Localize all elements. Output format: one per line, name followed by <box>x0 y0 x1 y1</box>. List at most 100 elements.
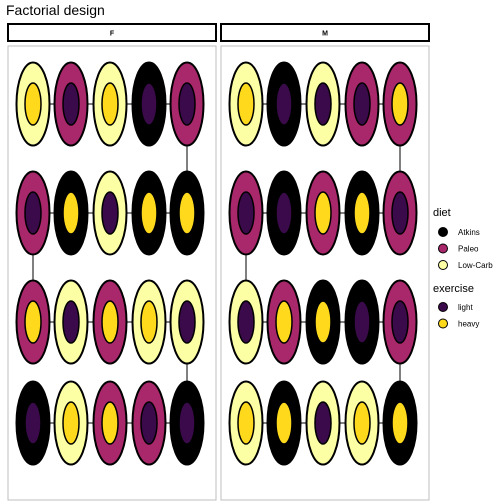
legend-key-atkins <box>438 227 448 237</box>
legend: diet Atkins Paleo Low-Carb exercise light heav… <box>433 207 493 329</box>
unit-M-r3-c3 <box>305 279 341 365</box>
exercise-ellipse <box>178 82 196 126</box>
legend-label-light: light <box>458 303 473 312</box>
unit-M-r2-c5 <box>382 170 418 256</box>
exercise-ellipse <box>353 401 371 445</box>
legend-title-exercise: exercise <box>433 283 474 295</box>
unit-F-r1-c4 <box>131 61 167 147</box>
exercise-ellipse <box>140 401 158 445</box>
unit-M-r3-c2 <box>266 279 302 365</box>
unit-F-r2-c3 <box>92 170 128 256</box>
unit-M-r2-c1 <box>228 170 264 256</box>
panel-M: M <box>220 23 430 501</box>
unit-M-r2-c3 <box>305 170 341 256</box>
unit-F-r2-c1 <box>15 170 51 256</box>
unit-F-r4-c1 <box>15 380 51 466</box>
strip-F <box>7 23 217 42</box>
unit-M-r1-c2 <box>266 61 302 147</box>
exercise-ellipse <box>314 300 332 344</box>
exercise-ellipse <box>101 191 119 235</box>
unit-M-r2-c4 <box>344 170 380 256</box>
unit-F-r4-c3 <box>92 380 128 466</box>
legend-key-light <box>438 302 448 312</box>
unit-F-r4-c5 <box>169 380 205 466</box>
unit-F-r1-c3 <box>92 61 128 147</box>
exercise-ellipse <box>391 300 409 344</box>
exercise-ellipse <box>24 191 42 235</box>
legend-key-heavy <box>438 318 448 329</box>
exercise-ellipse <box>237 191 255 235</box>
legend-label-heavy: heavy <box>458 320 479 329</box>
unit-M-r2-c2 <box>266 170 302 256</box>
unit-M-r4-c5 <box>382 380 418 466</box>
exercise-ellipse <box>275 401 293 445</box>
exercise-ellipse <box>178 191 196 235</box>
unit-M-r1-c3 <box>305 61 341 147</box>
unit-M-r4-c3 <box>305 380 341 466</box>
exercise-ellipse <box>24 401 42 445</box>
exercise-ellipse <box>101 82 119 126</box>
unit-F-r3-c4 <box>131 279 167 365</box>
unit-M-r1-c1 <box>228 61 264 147</box>
exercise-ellipse <box>237 82 255 126</box>
exercise-ellipse <box>391 82 409 126</box>
legend-label-low-carb: Low-Carb <box>458 261 493 270</box>
unit-M-r3-c5 <box>382 279 418 365</box>
exercise-ellipse <box>140 191 158 235</box>
exercise-ellipse <box>24 82 42 126</box>
exercise-ellipse <box>140 300 158 344</box>
exercise-ellipse <box>353 191 371 235</box>
unit-F-r2-c5 <box>169 170 205 256</box>
exercise-ellipse <box>275 82 293 126</box>
strip-label-F: F <box>110 31 115 38</box>
unit-M-r4-c2 <box>266 380 302 466</box>
exercise-ellipse <box>237 401 255 445</box>
unit-F-r1-c5 <box>169 61 205 147</box>
unit-F-r1-c2 <box>53 61 89 147</box>
exercise-ellipse <box>275 300 293 344</box>
exercise-ellipse <box>101 401 119 445</box>
exercise-ellipse <box>62 401 80 445</box>
exercise-ellipse <box>140 82 158 126</box>
panel-F: F <box>7 23 217 501</box>
exercise-ellipse <box>237 300 255 344</box>
exercise-ellipse <box>62 191 80 235</box>
unit-M-r3-c4 <box>344 279 380 365</box>
legend-title-diet: diet <box>433 207 451 219</box>
legend-key-low-carb <box>438 260 448 270</box>
unit-M-r4-c1 <box>228 380 264 466</box>
unit-F-r4-c4 <box>131 380 167 466</box>
strip-label-M: M <box>322 31 328 38</box>
strip-M <box>220 23 430 42</box>
unit-F-r3-c3 <box>92 279 128 365</box>
exercise-ellipse <box>391 191 409 235</box>
exercise-ellipse <box>353 300 371 344</box>
exercise-ellipse <box>275 191 293 235</box>
unit-F-r3-c2 <box>53 279 89 365</box>
exercise-ellipse <box>178 401 196 445</box>
unit-F-r2-c4 <box>131 170 167 256</box>
legend-label-paleo: Paleo <box>458 245 479 254</box>
exercise-ellipse <box>353 82 371 126</box>
unit-F-r3-c1 <box>15 279 51 365</box>
exercise-ellipse <box>314 82 332 126</box>
exercise-ellipse <box>62 82 80 126</box>
unit-F-r4-c2 <box>53 380 89 466</box>
unit-M-r1-c5 <box>382 61 418 147</box>
exercise-ellipse <box>62 300 80 344</box>
exercise-ellipse <box>101 300 119 344</box>
unit-M-r1-c4 <box>344 61 380 147</box>
unit-M-r4-c4 <box>344 380 380 466</box>
legend-label-atkins: Atkins <box>458 228 480 237</box>
unit-F-r2-c2 <box>53 170 89 256</box>
exercise-ellipse <box>314 401 332 445</box>
exercise-ellipse <box>391 401 409 445</box>
legend-key-paleo <box>438 243 448 254</box>
unit-M-r3-c1 <box>228 279 264 365</box>
exercise-ellipse <box>24 300 42 344</box>
exercise-ellipse <box>178 300 196 344</box>
chart-title: Factorial design <box>6 2 105 18</box>
unit-F-r3-c5 <box>169 279 205 365</box>
